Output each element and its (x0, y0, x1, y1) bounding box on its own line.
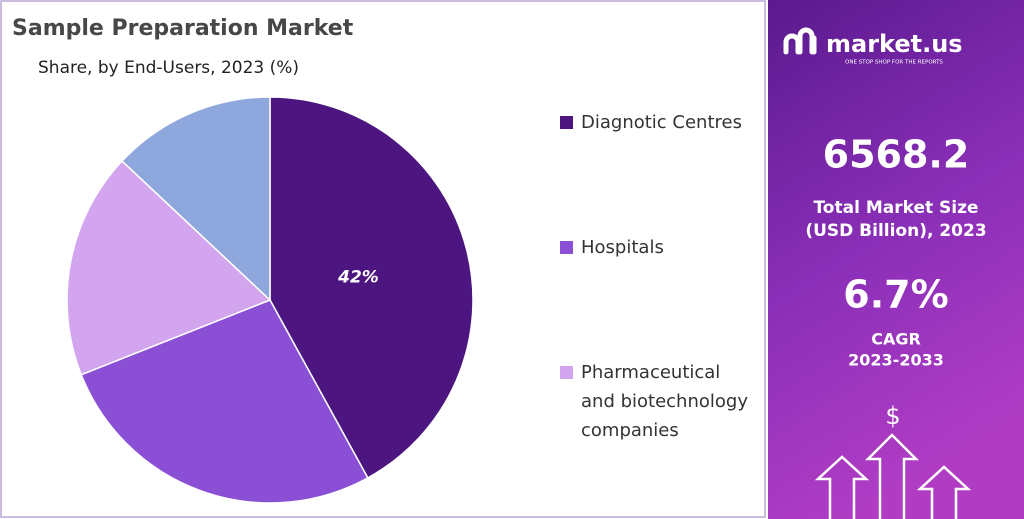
logo: market.us ONE STOP SHOP FOR THE REPORTS (783, 27, 963, 66)
market-size-label: (USD Billion), 2023 (805, 221, 986, 241)
market-size-label: Total Market Size (813, 198, 978, 218)
legend-label: Diagnotic Centres (581, 112, 742, 133)
dollar-icon: $ (885, 402, 900, 430)
data-label: 42% (337, 267, 379, 287)
legend-swatch (560, 116, 573, 129)
growth-arrows: $ (814, 402, 972, 519)
legend-item: Diagnotic Centres (560, 108, 750, 137)
legend-item: Pharmaceutical and biotechnology compani… (560, 358, 750, 445)
legend-label: Hospitals (581, 237, 664, 258)
pie-slice (120, 96, 271, 302)
pie-slice (80, 299, 369, 504)
cagr-label: CAGR (871, 330, 921, 349)
legend-label: Pharmaceutical and biotechnology compani… (581, 362, 748, 441)
side-panel (768, 0, 1024, 519)
cagr: 6.7% (843, 273, 948, 317)
market-size: 6568.2 (823, 133, 970, 177)
legend-swatch (560, 366, 573, 379)
legend-swatch (560, 241, 573, 254)
legend-item: Hospitals (560, 233, 750, 262)
pie-slice (269, 96, 474, 479)
chart-title: Sample Preparation Market (12, 16, 354, 41)
pie-slice (66, 159, 272, 376)
chart-subtitle: Share, by End-Users, 2023 (%) (38, 58, 299, 78)
cagr-period: 2023-2033 (848, 351, 944, 370)
tagline: ONE STOP SHOP FOR THE REPORTS (845, 60, 943, 66)
brand: market.us (826, 30, 963, 58)
logo-icon (783, 27, 817, 55)
